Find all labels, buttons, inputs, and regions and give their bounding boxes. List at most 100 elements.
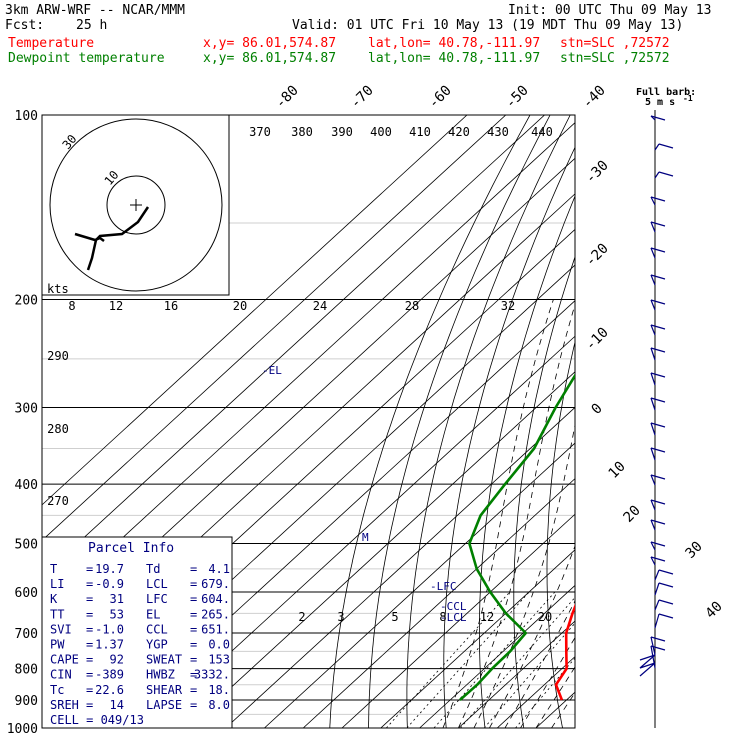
wind-barb [654, 569, 660, 581]
isotherm-line [419, 584, 575, 728]
moist-adiabat [520, 636, 575, 728]
wind-barb-flag [650, 247, 666, 253]
isotherm-line [652, 115, 740, 728]
wind-barb-flag [650, 115, 666, 121]
mixing-ratio-label: 8 [439, 610, 446, 624]
theta-label: 440 [531, 125, 553, 139]
isotherm-label: -40 [580, 83, 609, 112]
isotherm-line [42, 115, 468, 506]
dry-adiabat [406, 115, 571, 728]
wind-barb [650, 299, 656, 311]
parcel-info-cell: 604. [201, 592, 230, 606]
hodograph-trace-hook [74, 232, 105, 242]
isotherm-line [380, 549, 575, 728]
dry-adiabat [368, 115, 551, 728]
parcel-info-cell: PW [50, 638, 65, 652]
pressure-tick-label: 100 [15, 109, 38, 124]
theta-label: 370 [249, 125, 271, 139]
parcel-info-cell: = [190, 683, 197, 697]
pressure-tick-label: 600 [15, 586, 38, 601]
parcel-info-cell: 265. [201, 607, 230, 621]
hodograph-speed-label: 8 [68, 299, 75, 313]
parcel-info-cell: = [86, 698, 93, 712]
level-marker: -LCL [440, 611, 467, 624]
wind-barb-flag [650, 556, 666, 562]
wind-barb [650, 519, 656, 531]
wind-barb-flag [650, 519, 666, 525]
pressure-tick-label: 1000 [7, 722, 38, 737]
parcel-info-cell: LI [50, 577, 64, 591]
isotherm-line [42, 115, 507, 542]
wind-barb-flag [658, 171, 674, 177]
dry-adiabat [443, 146, 575, 728]
parcel-info-cell: 92 [110, 653, 124, 667]
dry-adiabat [699, 115, 740, 740]
isotherm-label: -20 [583, 241, 612, 270]
temperature-profile [554, 603, 575, 701]
wind-barb-flag [658, 569, 674, 575]
wind-barb [650, 247, 656, 259]
mixing-ratio-label: 5 [391, 610, 398, 624]
parcel-info-cell: LAPSE [146, 698, 182, 712]
wind-barb-flag [650, 397, 666, 403]
parcel-info-cell: T [50, 562, 57, 576]
dry-adiabat [670, 115, 731, 740]
valid-time: Valid: 01 UTC Fri 10 May 13 (19 MDT Thu … [292, 18, 684, 33]
wind-barb-flag [658, 582, 674, 588]
parcel-info-cell: -1.0 [95, 622, 124, 636]
wind-barb-flag [650, 274, 666, 280]
forecast-hour: 25 h [76, 18, 108, 33]
model-title: 3km ARW-WRF -- NCAR/MMM [5, 3, 186, 18]
isotherm-line [225, 406, 575, 728]
parcel-info-cell: CCL [146, 622, 168, 636]
dry-adiabat [478, 195, 575, 728]
theta-left-label: 280 [47, 422, 69, 436]
parcel-info-cell: 651. [201, 622, 230, 636]
dew-xy: x,y= 86.01,574.87 [203, 51, 337, 66]
wind-barb [650, 447, 656, 461]
parcel-info-cell: 3332. [194, 668, 230, 682]
wind-barb-flag [658, 613, 674, 619]
isotherm-line [186, 371, 575, 728]
parcel-info-cell: = [86, 577, 93, 591]
parcel-info-cell: 14 [110, 698, 124, 712]
wind-barb [654, 599, 660, 611]
wind-barb-flag [658, 143, 674, 149]
parcel-info-cell: HWBZ [146, 668, 175, 682]
wind-barb [654, 143, 660, 151]
hodograph-units: kts [47, 282, 69, 296]
isotherm-label: -50 [503, 83, 532, 112]
parcel-info-cell: 8.0 [208, 698, 230, 712]
isotherm-label: -30 [583, 158, 612, 187]
hodograph-ring-inner [106, 175, 166, 235]
theta-left-label: 270 [47, 494, 69, 508]
level-marker: -EL [262, 364, 282, 377]
barb-title: Full barb: [636, 87, 696, 98]
parcel-info-cell: = [86, 638, 93, 652]
parcel-info-cell: 679. [201, 577, 230, 591]
parcel-info-cell: 0.0 [208, 638, 230, 652]
pressure-tick-label: 400 [15, 478, 38, 493]
parcel-info-cell: 53 [110, 607, 124, 621]
dry-adiabat [513, 255, 575, 728]
pressure-tick-label: 900 [15, 694, 38, 709]
parcel-info-cell: = [190, 592, 197, 606]
wind-barb-flag [650, 541, 666, 547]
parcel-info-title: Parcel Info [88, 541, 174, 556]
hodograph-ring-outer [49, 118, 223, 292]
parcel-info-cell: = [86, 622, 93, 636]
barb-units-exponent: -1 [683, 94, 693, 103]
dewpoint-profile [459, 373, 575, 701]
wind-barb-flag [650, 221, 666, 227]
parcel-info-cell: = [86, 668, 93, 682]
isotherm-line [614, 115, 740, 728]
parcel-info-cell: = [86, 592, 93, 606]
isotherm-line [42, 122, 575, 613]
wind-barb-flag [650, 196, 666, 202]
wind-barb-flag [658, 599, 674, 605]
parcel-info-cell: = [190, 622, 197, 636]
parcel-info-cell: = [190, 577, 197, 591]
wind-barb [650, 397, 656, 411]
wind-barb-flag [650, 324, 666, 330]
